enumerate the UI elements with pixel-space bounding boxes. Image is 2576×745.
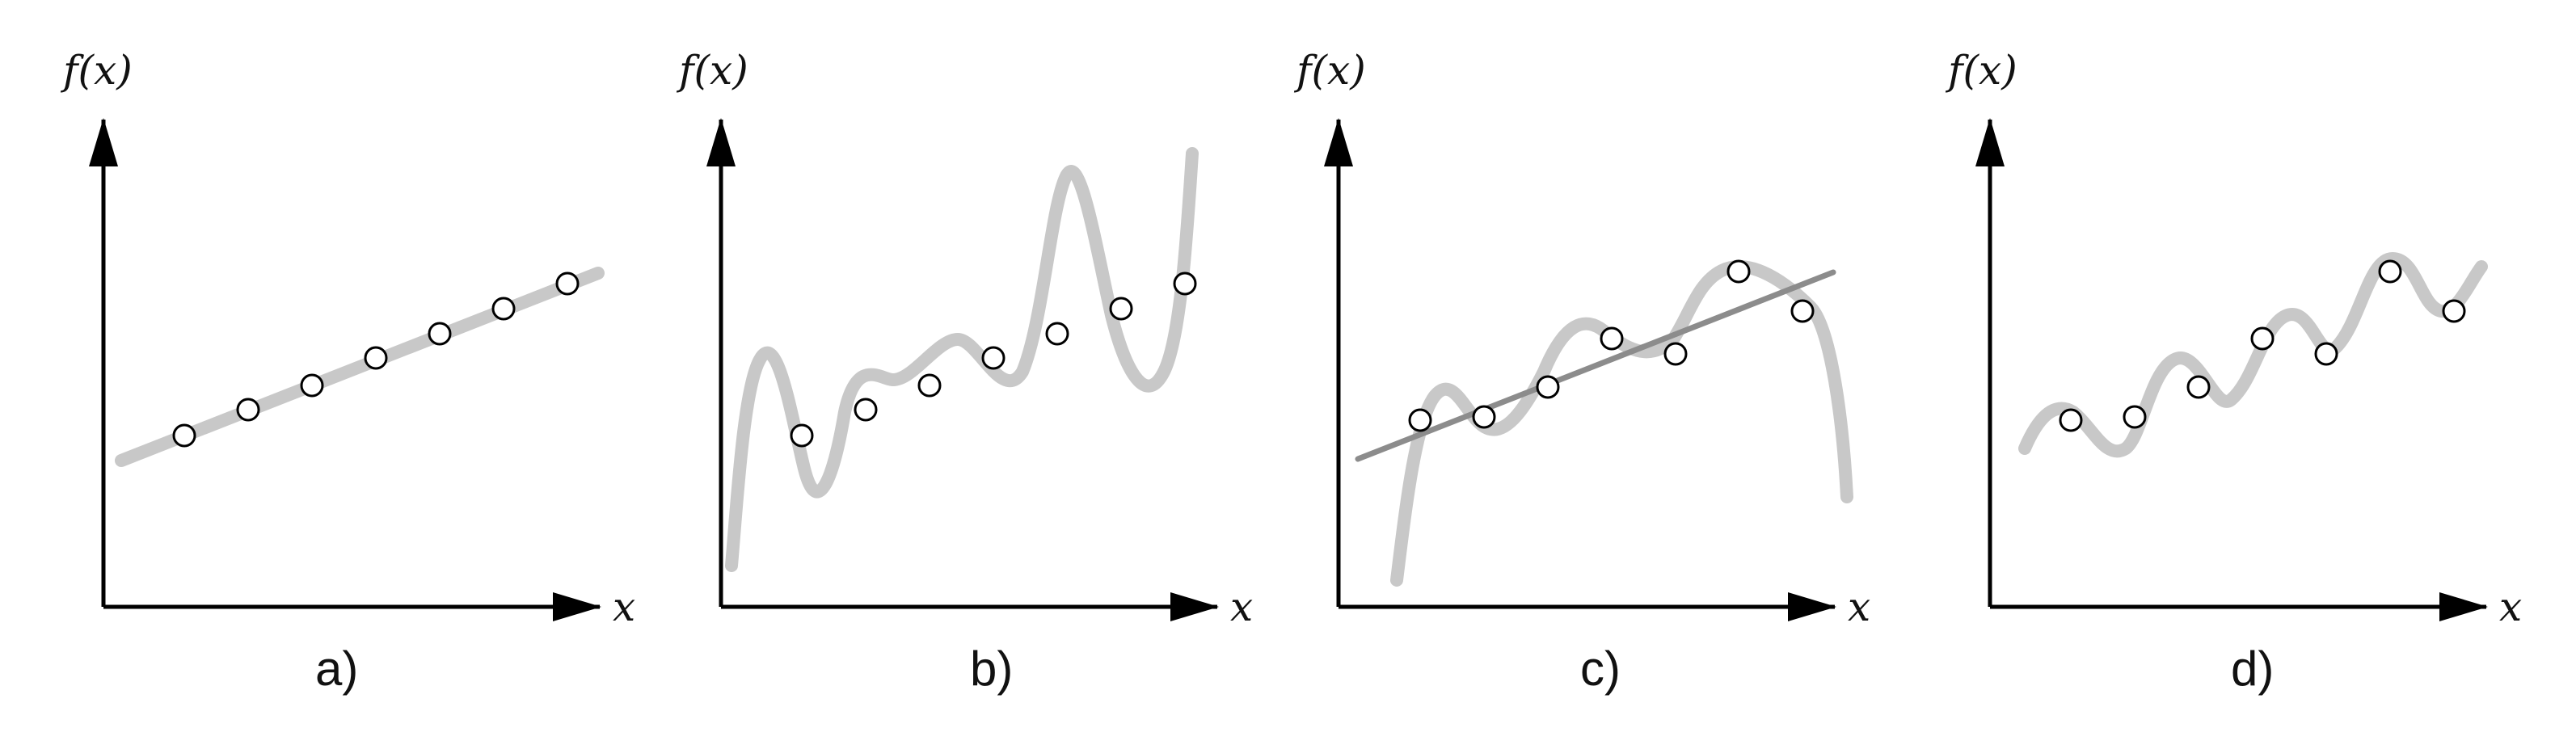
panel-a-point-1	[172, 423, 196, 448]
panel-d-point-6	[2378, 259, 2402, 284]
panel-c: f(x) x c)	[1293, 47, 1870, 696]
panel-d-point-5	[2314, 342, 2338, 366]
panel-c-point-1	[1408, 408, 1432, 432]
panel-b-curve	[725, 147, 1199, 572]
panel-d-points	[2059, 259, 2466, 432]
panel-b-label: b)	[970, 642, 1013, 696]
panel-a-point-4	[364, 346, 388, 370]
panel-a-point-3	[300, 373, 324, 398]
panel-c-fit-line	[1355, 269, 1836, 462]
panel-c-point-7	[1790, 299, 1815, 323]
panel-a: f(x) x a)	[60, 47, 635, 696]
panel-d-x-axis-label: x	[2499, 583, 2522, 630]
panel-b-point-7	[1173, 271, 1197, 296]
panel-b-point-6	[1109, 297, 1133, 321]
panel-a-points	[172, 271, 580, 448]
panel-c-point-5	[1663, 342, 1688, 366]
panel-a-point-5	[428, 322, 452, 346]
panel-b-point-5	[1045, 322, 1069, 346]
panel-b-point-4	[981, 346, 1006, 370]
panel-d-curve	[2018, 252, 2488, 458]
panel-b: f(x) x b)	[676, 47, 1253, 696]
panel-b-point-1	[790, 423, 814, 448]
panel-a-point-6	[491, 297, 516, 321]
panel-d-point-4	[2250, 326, 2275, 351]
panel-c-curve	[1390, 260, 1853, 587]
panel-d-point-3	[2186, 375, 2211, 399]
panel-a-point-7	[555, 271, 580, 296]
panel-a-curve	[115, 267, 605, 467]
panel-a-point-2	[236, 398, 260, 422]
panel-c-label: c)	[1580, 642, 1621, 696]
panel-c-points	[1408, 259, 1815, 432]
panel-b-points	[790, 271, 1197, 448]
panel-b-point-2	[854, 398, 878, 422]
panel-d-point-7	[2442, 299, 2466, 323]
panel-c-point-6	[1726, 259, 1751, 284]
panel-c-point-4	[1600, 326, 1624, 351]
panel-d-point-1	[2059, 408, 2083, 432]
panel-d-y-axis-label: f(x)	[1945, 47, 2017, 94]
panel-c-y-axis-label: f(x)	[1293, 47, 1366, 94]
panel-a-y-axis-label: f(x)	[60, 47, 133, 94]
panel-d: f(x) x d)	[1945, 47, 2522, 696]
panel-c-x-axis-label: x	[1848, 583, 1870, 630]
panel-d-point-2	[2123, 405, 2147, 429]
panel-a-label: a)	[315, 642, 358, 696]
panel-c-point-3	[1536, 375, 1560, 399]
panel-b-y-axis-label: f(x)	[676, 47, 748, 94]
panel-a-x-axis-label: x	[613, 583, 635, 630]
panel-b-point-3	[917, 373, 942, 398]
panel-b-x-axis-label: x	[1230, 583, 1253, 630]
panel-d-label: d)	[2231, 642, 2274, 696]
panel-c-point-2	[1472, 405, 1496, 429]
